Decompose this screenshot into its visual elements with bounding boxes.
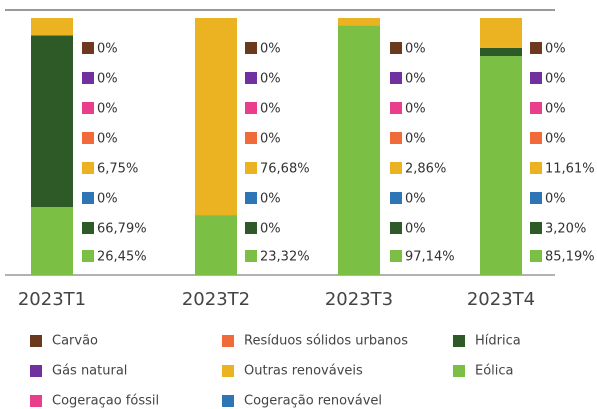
bar-segment: [338, 25, 380, 275]
value-label: 76,68%: [260, 162, 310, 177]
label-swatch: [390, 102, 402, 114]
label-swatch: [530, 162, 542, 174]
value-label: 0%: [97, 132, 118, 147]
label-swatch: [82, 72, 94, 84]
value-label: 0%: [260, 132, 281, 147]
value-label: 0%: [260, 102, 281, 117]
value-label: 0%: [545, 102, 566, 117]
legend-swatch: [222, 335, 234, 347]
label-swatch: [390, 132, 402, 144]
label-swatch: [245, 72, 257, 84]
value-label: 97,14%: [405, 250, 455, 265]
label-swatch: [530, 192, 542, 204]
value-label: 0%: [405, 132, 426, 147]
value-label: 0%: [545, 42, 566, 57]
x-tick-label: 2023T2: [182, 289, 250, 310]
label-swatch: [245, 250, 257, 262]
value-label: 11,61%: [545, 162, 595, 177]
label-swatch: [82, 222, 94, 234]
label-swatch: [82, 162, 94, 174]
value-label: 0%: [97, 72, 118, 87]
value-label: 85,19%: [545, 250, 595, 265]
value-label: 0%: [97, 102, 118, 117]
value-label: 26,45%: [97, 250, 147, 265]
bar-segment: [480, 56, 522, 275]
value-label: 0%: [545, 192, 566, 207]
label-swatch: [390, 250, 402, 262]
legend-swatch: [30, 365, 42, 377]
value-label: 0%: [405, 222, 426, 237]
legend-label: Hídrica: [475, 334, 521, 349]
x-tick-label: 2023T3: [325, 289, 393, 310]
bar-segment: [480, 47, 522, 57]
bar-segment: [480, 18, 522, 48]
label-swatch: [390, 222, 402, 234]
legend-swatch: [453, 335, 465, 347]
legend-label: Outras renováveis: [244, 364, 363, 379]
bar-segment: [338, 18, 380, 26]
legend-swatch: [453, 365, 465, 377]
bar-segment: [31, 18, 73, 36]
bar-segment: [31, 35, 73, 208]
label-swatch: [245, 192, 257, 204]
value-label: 66,79%: [97, 222, 147, 237]
value-label: 0%: [97, 192, 118, 207]
value-label: 0%: [405, 72, 426, 87]
value-label: 0%: [260, 222, 281, 237]
legend-swatch: [30, 395, 42, 407]
label-swatch: [390, 42, 402, 54]
value-label: 3,20%: [545, 222, 586, 237]
bar-segment: [195, 18, 237, 216]
value-label: 0%: [545, 72, 566, 87]
label-swatch: [530, 132, 542, 144]
x-tick-label: 2023T4: [467, 289, 535, 310]
label-swatch: [82, 192, 94, 204]
label-swatch: [530, 250, 542, 262]
legend-label: Resíduos sólidos urbanos: [244, 334, 408, 349]
label-swatch: [530, 72, 542, 84]
label-swatch: [390, 162, 402, 174]
label-swatch: [390, 72, 402, 84]
legend-label: Cogeração renovável: [244, 394, 382, 409]
label-swatch: [245, 132, 257, 144]
label-swatch: [82, 132, 94, 144]
label-swatch: [82, 102, 94, 114]
label-swatch: [82, 42, 94, 54]
value-label: 23,32%: [260, 250, 310, 265]
value-label: 0%: [405, 42, 426, 57]
value-label: 6,75%: [97, 162, 138, 177]
value-label: 0%: [260, 42, 281, 57]
label-swatch: [245, 102, 257, 114]
legend-label: Gás natural: [52, 364, 127, 379]
value-label: 0%: [260, 192, 281, 207]
label-swatch: [82, 250, 94, 262]
value-label: 0%: [405, 102, 426, 117]
value-label: 2,86%: [405, 162, 446, 177]
value-label: 0%: [97, 42, 118, 57]
legend-label: Eólica: [475, 364, 514, 379]
x-tick-label: 2023T1: [18, 289, 86, 310]
label-swatch: [530, 102, 542, 114]
label-swatch: [245, 222, 257, 234]
label-swatch: [390, 192, 402, 204]
label-swatch: [530, 222, 542, 234]
bar-segment: [31, 207, 73, 275]
label-swatch: [245, 42, 257, 54]
legend-label: Cogeraçao fóssil: [52, 394, 159, 409]
value-label: 0%: [260, 72, 281, 87]
label-swatch: [245, 162, 257, 174]
legend-swatch: [222, 395, 234, 407]
bar-segment: [195, 215, 237, 275]
legend-swatch: [30, 335, 42, 347]
label-swatch: [530, 42, 542, 54]
value-label: 0%: [405, 192, 426, 207]
legend-label: Carvão: [52, 334, 98, 349]
value-label: 0%: [545, 132, 566, 147]
legend-swatch: [222, 365, 234, 377]
